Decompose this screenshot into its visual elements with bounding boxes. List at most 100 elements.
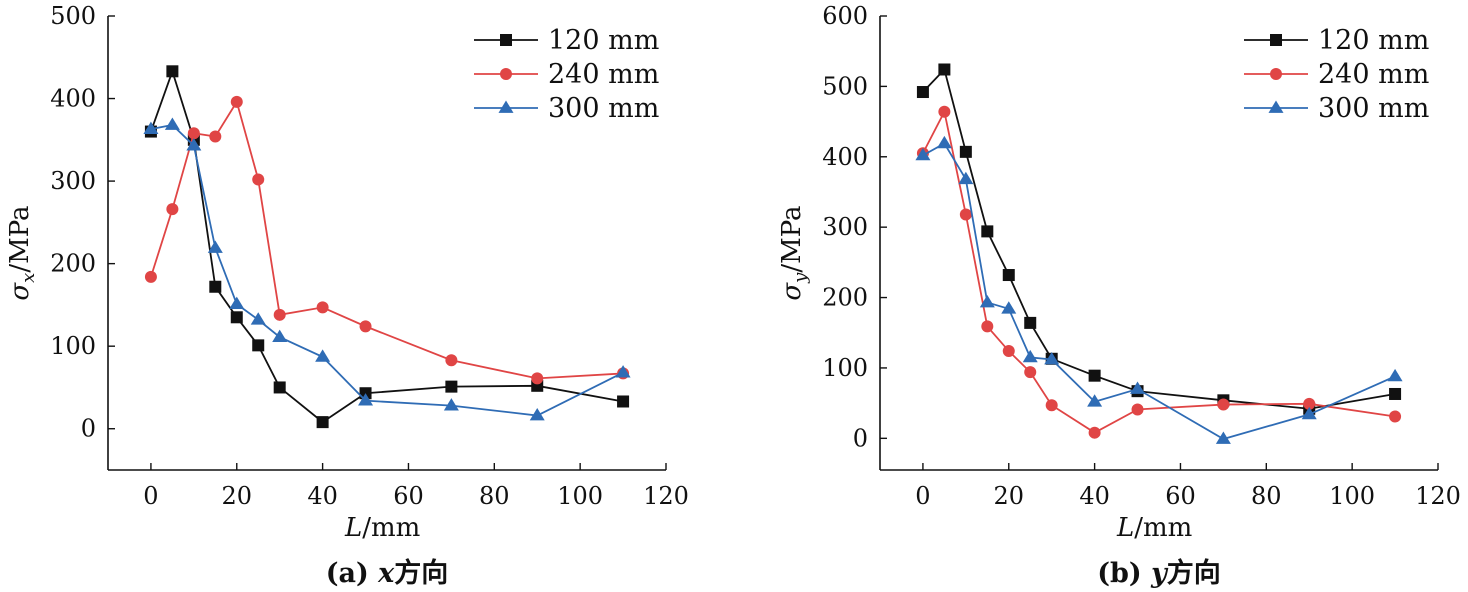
circle-marker-8	[359, 320, 372, 333]
x-axis-label: L/mm	[1116, 513, 1192, 543]
x-tick: 40	[307, 463, 338, 510]
x-tick-label: 60	[393, 482, 424, 510]
caption-axis: x	[377, 558, 395, 589]
square-marker-4	[230, 311, 243, 324]
legend-label: 120 mm	[548, 25, 659, 56]
triangle-marker-10	[1301, 406, 1317, 420]
square-marker-9	[445, 380, 458, 393]
y-tick-label: 500	[50, 2, 96, 30]
y-tick: 0	[853, 424, 887, 452]
legend-entry-2: 300 mm	[1244, 93, 1429, 124]
circle-marker-3	[209, 130, 222, 143]
circle-marker-7	[1088, 426, 1101, 439]
series-1	[144, 95, 630, 385]
x-tick: 120	[643, 463, 689, 510]
y-axis-label: σy/MPa	[777, 205, 811, 300]
x-tick: 0	[143, 463, 159, 510]
y-tick: 200	[50, 250, 115, 278]
triangle-marker-3	[207, 240, 223, 253]
y-axis-label-symbol: σ	[777, 282, 807, 301]
triangle-marker-8	[1130, 381, 1146, 394]
circle-marker-2	[187, 127, 200, 140]
circle-marker-4	[230, 95, 243, 108]
caption-prefix: (a)	[326, 558, 378, 589]
x-tick-label: 20	[993, 482, 1024, 510]
series-2	[143, 117, 631, 421]
x-tick: 100	[557, 463, 603, 510]
triangle-marker-1	[936, 135, 952, 149]
square-marker-7	[316, 416, 329, 429]
triangle-marker-2	[186, 138, 202, 151]
triangle-marker-4	[1001, 301, 1017, 314]
y-tick: 600	[822, 2, 887, 30]
circle-marker-0	[144, 270, 157, 283]
square-marker-0	[1270, 34, 1282, 46]
square-marker-6	[273, 381, 286, 394]
triangle-marker-0	[915, 147, 931, 161]
x-tick-label: 120	[643, 482, 689, 510]
legend-entry-0: 120 mm	[1244, 25, 1429, 56]
x-axis-label-symbol: L	[1116, 513, 1134, 543]
triangle-marker-2	[1268, 100, 1284, 113]
circle-marker-1	[1270, 68, 1282, 80]
x-tick-label: 100	[1329, 482, 1375, 510]
circle-marker-11	[1389, 410, 1402, 423]
legend-label: 120 mm	[1318, 25, 1429, 56]
y-tick: 500	[822, 72, 887, 100]
x-tick-label: 80	[479, 482, 510, 510]
square-marker-0	[500, 34, 512, 46]
x-tick-label: 20	[221, 482, 252, 510]
chart-caption: (b) y方向	[1097, 557, 1221, 589]
triangle-marker-3	[979, 294, 995, 308]
x-tick-label: 0	[915, 482, 930, 510]
square-marker-1	[938, 63, 951, 76]
triangle-marker-9	[1215, 431, 1231, 444]
y-axis-label-subscript: x	[18, 273, 39, 283]
triangle-marker-11	[1387, 368, 1403, 382]
x-tick: 80	[479, 463, 510, 510]
y-axis-label-unit: /MPa	[777, 205, 807, 272]
y-tick: 0	[81, 415, 115, 443]
triangle-marker-1	[164, 117, 180, 130]
circle-marker-7	[316, 301, 329, 314]
chart-panel-0: 0 20 40 60 80 100 1200100200300400500L/mmσx/MP…	[5, 2, 689, 589]
caption-direction: 方向	[1167, 557, 1221, 589]
triangle-marker-2	[958, 171, 974, 185]
legend-entry-2: 300 mm	[474, 93, 659, 124]
legend-label: 300 mm	[548, 93, 659, 124]
triangle-marker-0	[143, 121, 159, 134]
x-axis-label-symbol: L	[344, 513, 362, 543]
square-marker-2	[959, 145, 972, 158]
y-tick-label: 200	[50, 250, 96, 278]
circle-marker-1	[938, 105, 951, 118]
y-tick: 400	[50, 85, 115, 113]
x-axis-label-unit: /mm	[1134, 513, 1192, 543]
triangle-marker-11	[615, 365, 631, 378]
square-marker-4	[1002, 269, 1015, 282]
x-tick-label: 0	[143, 482, 158, 510]
series-line	[922, 142, 1396, 441]
x-tick-label: 40	[1079, 482, 1110, 510]
circle-marker-3	[981, 320, 994, 333]
series-line	[922, 109, 1396, 434]
circle-marker-5	[252, 173, 265, 186]
circle-marker-5	[1024, 366, 1037, 379]
caption-direction: 方向	[394, 557, 448, 589]
x-tick: 60	[1165, 463, 1196, 510]
caption-prefix: (b)	[1097, 558, 1151, 589]
circle-marker-9	[1217, 398, 1230, 411]
x-tick-label: 100	[557, 482, 603, 510]
series-line	[922, 67, 1396, 410]
y-tick: 100	[822, 354, 887, 382]
triangle-marker-2	[498, 100, 514, 113]
square-marker-11	[617, 395, 630, 408]
square-marker-11	[1389, 387, 1402, 400]
legend-label: 240 mm	[548, 59, 659, 90]
chart-caption: (a) x方向	[326, 557, 449, 589]
x-axis-label-unit: /mm	[362, 513, 420, 543]
square-marker-5	[1024, 316, 1037, 329]
x-tick-label: 40	[307, 482, 338, 510]
y-tick: 100	[50, 332, 115, 360]
